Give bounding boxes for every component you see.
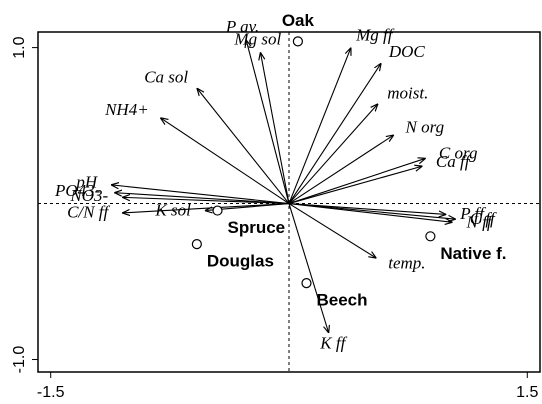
arrow bbox=[288, 203, 453, 223]
site-point bbox=[292, 36, 303, 47]
site-label: Oak bbox=[282, 11, 315, 30]
x-tick-label: 1.5 bbox=[516, 384, 538, 401]
site-label: Beech bbox=[316, 291, 367, 310]
arrow bbox=[288, 63, 381, 204]
arrow bbox=[288, 203, 456, 220]
variable-label: C/N ff bbox=[67, 202, 110, 221]
arrow bbox=[288, 158, 426, 205]
arrow bbox=[288, 104, 378, 204]
variable-label: pH bbox=[75, 172, 99, 191]
arrow bbox=[288, 135, 394, 205]
y-tick-label: 1.0 bbox=[11, 36, 28, 58]
variable-label: Mg ff bbox=[355, 25, 395, 44]
arrow bbox=[246, 40, 290, 204]
arrow bbox=[288, 48, 351, 204]
variable-label: DOC bbox=[388, 42, 426, 61]
variable-label: temp. bbox=[388, 253, 425, 272]
site-point bbox=[425, 231, 436, 242]
arrow bbox=[197, 88, 290, 204]
site-label: Native f. bbox=[440, 244, 506, 263]
arrow bbox=[260, 52, 290, 204]
arrow bbox=[288, 203, 446, 215]
y-tick-label: -1.0 bbox=[11, 346, 28, 374]
x-tick-label: -1.5 bbox=[37, 384, 65, 401]
site-label: Douglas bbox=[207, 252, 274, 271]
arrow bbox=[288, 203, 329, 333]
site-point bbox=[191, 239, 202, 250]
variable-label: PO43- bbox=[54, 181, 101, 200]
variable-label: Mg sol bbox=[233, 29, 281, 48]
arrow bbox=[288, 166, 422, 205]
variable-label: N org bbox=[405, 117, 445, 136]
arrow bbox=[122, 197, 290, 205]
arrow bbox=[114, 193, 290, 205]
variable-label: NH4+ bbox=[104, 100, 149, 119]
site-point bbox=[301, 278, 312, 289]
arrow bbox=[122, 203, 290, 213]
variable-label: Ca ff bbox=[436, 152, 472, 171]
arrow bbox=[111, 185, 290, 205]
variable-label: C ff bbox=[470, 209, 497, 228]
site-point bbox=[212, 205, 223, 216]
site-label: Spruce bbox=[228, 218, 286, 237]
arrow bbox=[160, 118, 290, 205]
variable-label: P ff bbox=[459, 204, 486, 223]
variable-label: Ca sol bbox=[144, 68, 188, 87]
variable-label: N ff bbox=[466, 213, 494, 232]
variable-label: NO3- bbox=[69, 186, 108, 205]
variable-label: C org bbox=[439, 143, 478, 162]
variable-label: K ff bbox=[319, 333, 347, 352]
arrow bbox=[288, 203, 376, 259]
variable-label: moist. bbox=[387, 84, 428, 103]
variable-label: K sol bbox=[154, 200, 191, 219]
variable-label: P av. bbox=[225, 17, 259, 36]
